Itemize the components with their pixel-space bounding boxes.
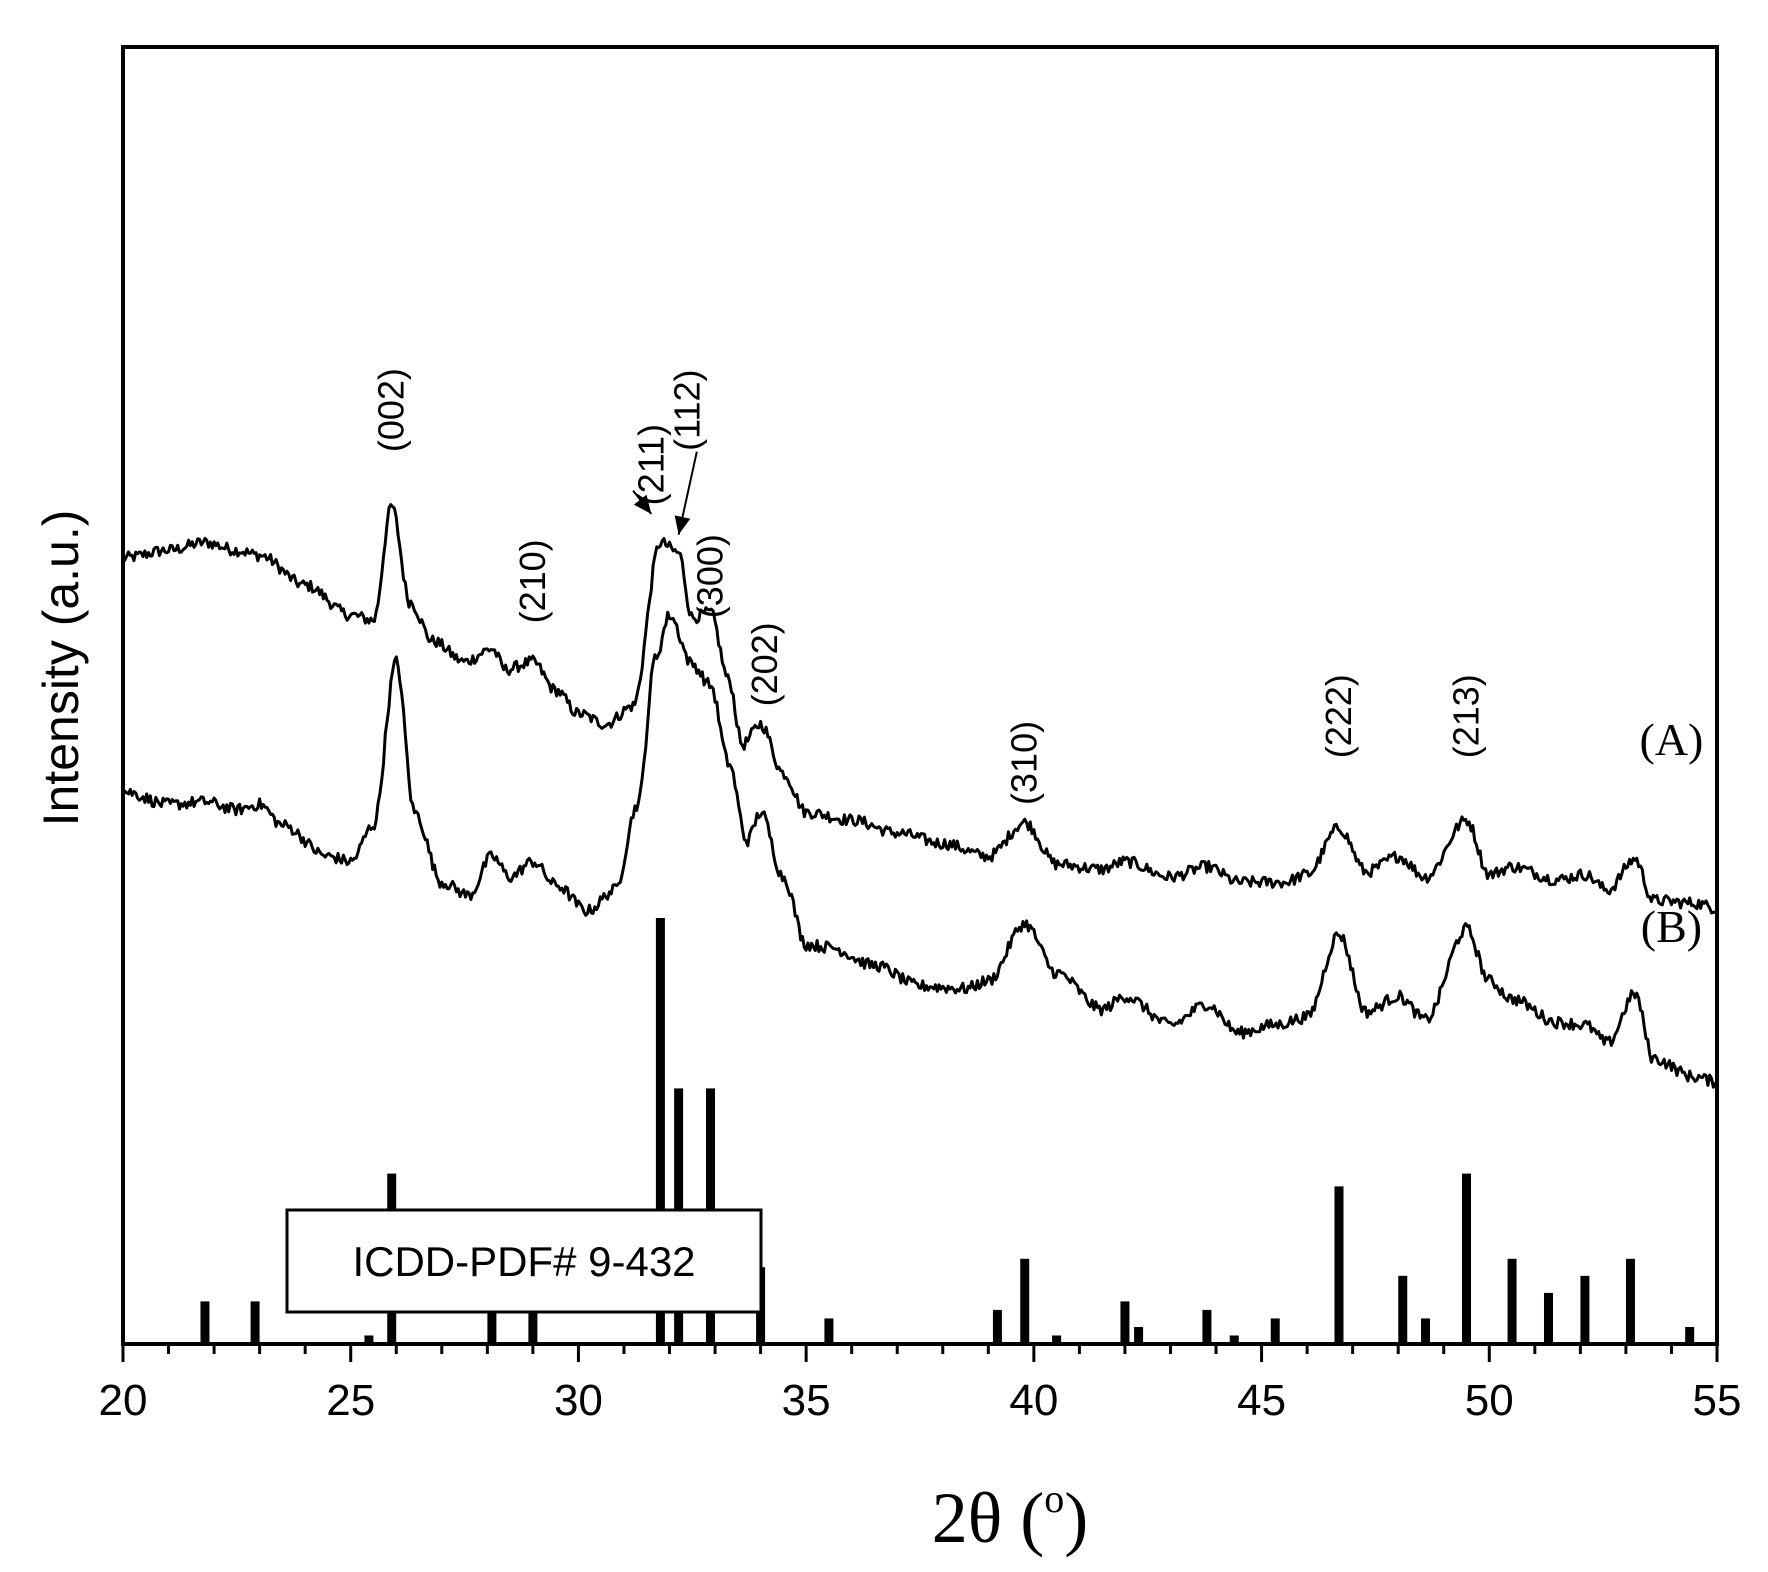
series-label: (A) <box>1640 714 1704 765</box>
reference-label-box <box>285 1208 763 1314</box>
reference-stick <box>1134 1326 1144 1344</box>
reference-stick <box>1229 1335 1239 1344</box>
x-tick-label: 40 <box>1009 1376 1058 1425</box>
peak-label: (112) <box>667 369 708 450</box>
reference-stick <box>250 1301 260 1344</box>
reference-stick <box>487 1288 497 1344</box>
annotation-arrow-head <box>633 494 652 514</box>
reference-stick <box>1398 1275 1408 1344</box>
x-axis-label: 2θ (o) <box>932 1476 1088 1558</box>
reference-stick <box>1120 1301 1130 1344</box>
x-tick-label: 50 <box>1465 1376 1514 1425</box>
reference-stick <box>1334 1186 1344 1344</box>
reference-label: ICDD-PDF# 9-432 <box>352 1238 695 1285</box>
x-tick-label: 20 <box>99 1376 148 1425</box>
reference-stick <box>1202 1309 1212 1344</box>
reference-stick <box>1580 1275 1590 1344</box>
y-axis-label: Intensity (a.u.) <box>33 510 89 827</box>
peak-label: (202) <box>744 622 785 706</box>
reference-stick <box>1052 1335 1062 1344</box>
reference-stick <box>1270 1318 1280 1344</box>
peak-label: (210) <box>512 539 553 623</box>
peak-label: (002) <box>371 368 412 452</box>
x-axis-label-close: ) <box>1064 1478 1088 1558</box>
reference-stick <box>1462 1173 1472 1344</box>
series-lines <box>121 503 1719 1089</box>
plot-frame <box>121 45 1719 1346</box>
annotation-arrow-head <box>674 515 691 535</box>
series-line-b <box>121 610 1719 1089</box>
series-line-a <box>121 503 1718 915</box>
peak-label: (222) <box>1318 674 1359 758</box>
x-tick-label: 45 <box>1237 1376 1286 1425</box>
peak-annotations: (A) (B) (002) (210) (211)(112) (300) (202) (310… <box>371 368 1704 952</box>
x-axis-label-sup: o <box>1044 1476 1064 1521</box>
x-axis-label-main: 2θ ( <box>932 1478 1044 1558</box>
x-tick-label: 30 <box>554 1376 603 1425</box>
x-tick-label: 25 <box>326 1376 375 1425</box>
reference-stick <box>992 1309 1002 1344</box>
reference-stick <box>1507 1258 1517 1344</box>
reference-stick <box>1020 1258 1030 1344</box>
peak-label: (300) <box>690 534 731 618</box>
x-tick-label: 55 <box>1693 1376 1742 1425</box>
x-tick-label: 35 <box>782 1376 831 1425</box>
peak-label: (310) <box>1004 721 1045 805</box>
reference-stick <box>364 1335 374 1344</box>
reference-stick <box>824 1318 834 1344</box>
x-axis-ticks: 20 25 30 35 40 45 50 55 <box>99 1344 1742 1425</box>
peak-label: (211) <box>630 424 671 505</box>
reference-stick <box>1421 1318 1431 1344</box>
reference-stick <box>1685 1326 1695 1344</box>
series-label: (B) <box>1641 901 1702 952</box>
reference-stick <box>655 918 665 1344</box>
peak-label: (213) <box>1446 674 1487 758</box>
reference-stick <box>200 1301 210 1344</box>
reference-stick <box>1543 1292 1553 1344</box>
reference-stick <box>1625 1258 1635 1344</box>
